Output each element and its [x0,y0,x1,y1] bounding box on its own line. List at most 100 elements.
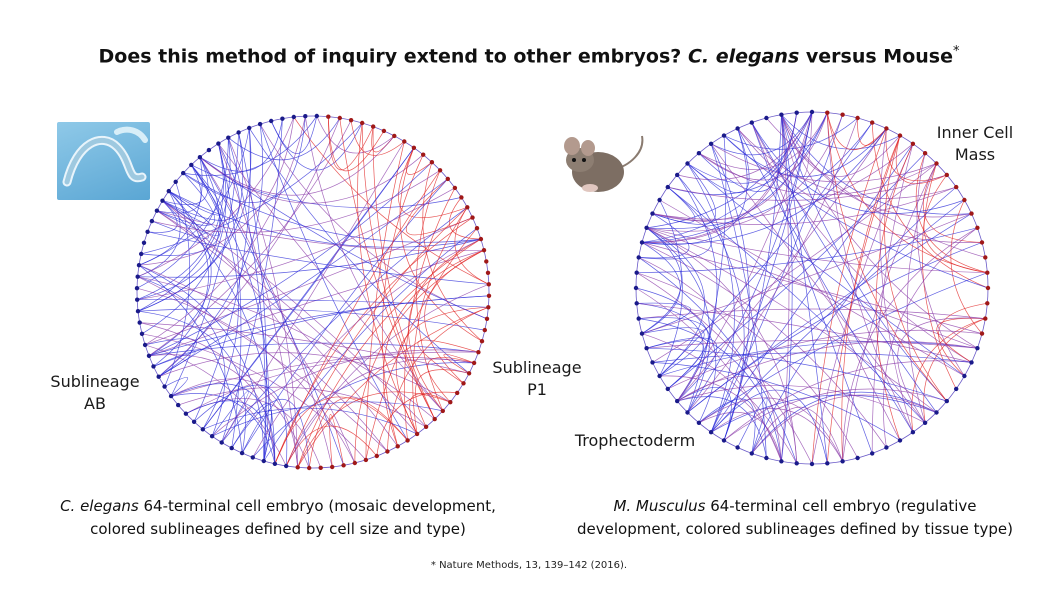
c-elegans-node [209,434,215,439]
mouse-edge [646,227,988,274]
label-p1-line1: Sublineage [492,358,582,377]
c-elegans-edge [227,137,266,462]
c-elegans-edge [182,116,306,203]
mouse-edge [698,114,783,192]
c-elegans-edge [141,143,227,335]
c-elegans-node [183,411,189,416]
c-elegans-edge [158,352,451,403]
c-elegans-edge [399,147,483,342]
mouse-edge [677,396,767,459]
c-elegans-edge [158,124,263,377]
mouse-node [983,316,988,321]
mouse-node [644,346,649,351]
mouse-edge [710,143,926,424]
mouse-node [884,445,889,450]
mouse-edge [641,112,798,243]
mouse-edge [687,163,965,377]
c-elegans-node [166,188,171,194]
c-elegans-node [261,458,266,464]
c-elegans-edge [398,147,468,219]
mouse-edge [826,112,948,402]
c-elegans-edge [252,238,482,458]
mouse-node [855,455,860,461]
caption-right-species: M. Musculus [613,497,706,515]
c-elegans-node [485,270,491,275]
c-elegans-edge [137,137,231,312]
c-elegans-node [139,251,144,257]
c-elegans-node [136,263,142,268]
c-elegans-edge [449,197,481,240]
c-elegans-node [135,297,140,302]
c-elegans-edge [329,414,344,468]
mouse-edge [667,112,828,195]
mouse-edge [698,112,828,170]
c-elegans-node [219,440,224,445]
c-elegans-edge [162,157,209,205]
c-elegans-edge [365,227,478,460]
c-elegans-node [448,400,453,405]
c-elegans-node [459,195,464,200]
mouse-edge [751,394,937,454]
mouse-edge [687,112,798,184]
mouse-edge [638,213,690,259]
c-elegans-edge [144,116,306,346]
label-trophectoderm-text: Trophectoderm [574,431,696,450]
mouse-node [934,410,939,415]
mouse-node [840,459,845,464]
label-icm-line1: Inner Cell [936,123,1014,142]
c-elegans-edge [297,306,489,468]
caption-right: M. Musculus 64-terminal cell embryo (reg… [545,495,1045,541]
c-elegans-node [135,309,141,314]
c-elegans-edge [211,349,479,437]
mouse-node [696,151,702,156]
c-elegans-edge [137,143,224,301]
c-elegans-edge [454,207,489,285]
c-elegans-edge [137,276,388,452]
mouse-edge [698,398,756,454]
mouse-edge [936,317,986,363]
c-elegans-edge [137,298,489,308]
c-elegans-edge [293,116,489,285]
c-elegans-node [395,444,400,449]
mouse-node [870,120,875,125]
mouse-node [685,161,690,166]
c-elegans-edge [151,200,209,239]
c-elegans-edge [231,398,310,469]
mouse-edge [781,114,828,464]
c-elegans-node [423,424,429,429]
mouse-node [665,386,670,392]
c-elegans-edge [404,187,456,441]
c-elegans-edge [136,287,356,464]
c-elegans-edge [137,187,456,301]
c-elegans-edge [304,116,444,412]
c-elegans-edge [185,400,276,464]
mouse-edge [723,114,782,441]
c-elegans-edge [308,397,408,469]
mouse-edge [667,174,947,201]
c-elegans-node [482,327,487,333]
mouse-edge [950,199,983,334]
c-elegans-node [280,116,285,121]
c-elegans-node [149,218,155,224]
mouse-node [639,240,645,245]
mouse-node [634,301,639,306]
mouse-edge [652,352,972,363]
mouse-node [764,115,769,121]
c-elegans-edge [221,207,468,443]
mouse-edge [652,163,716,225]
mouse-edge [676,111,813,402]
c-elegans-edge [270,115,318,154]
mouse-node [721,438,727,443]
c-elegans-node [216,141,221,146]
mouse-edge [781,114,978,349]
c-elegans-node [139,331,145,336]
c-elegans-node [239,450,245,456]
c-elegans-node [154,208,160,213]
c-elegans-edge [417,339,479,384]
c-elegans-node [465,205,470,210]
mouse-edge [884,135,948,402]
mouse-edge [677,385,926,424]
c-elegans-edge [422,162,483,342]
c-elegans-node [303,114,308,119]
c-elegans-edge [148,190,212,357]
